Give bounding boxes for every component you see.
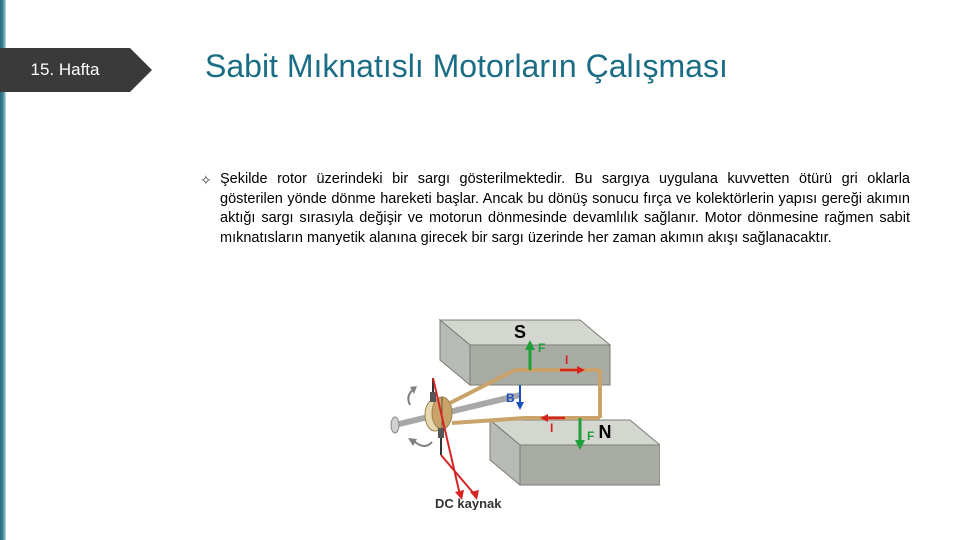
north-pole-magnet: N: [490, 420, 660, 485]
current-label-bottom: I: [550, 421, 553, 435]
current-label-top: I: [565, 353, 568, 367]
n-pole-label: N: [599, 422, 612, 442]
bullet-marker: ✧: [200, 172, 212, 189]
brushes: [430, 378, 479, 500]
week-tab: 15. Hafta: [0, 48, 130, 92]
s-pole-label: S: [514, 322, 526, 342]
week-label: 15. Hafta: [31, 60, 100, 80]
slide: 15. Hafta Sabit Mıknatıslı Motorların Ça…: [0, 0, 960, 540]
body-paragraph: Şekilde rotor üzerindeki bir sargı göste…: [220, 170, 910, 248]
force-label-top: F: [538, 341, 545, 355]
south-pole-magnet: S: [440, 320, 610, 385]
dc-source-label: DC kaynak: [435, 496, 502, 510]
slide-title: Sabit Mıknatıslı Motorların Çalışması: [205, 48, 728, 85]
motor-diagram: S N: [380, 310, 660, 510]
force-label-bottom: F: [587, 429, 594, 443]
field-label: B: [506, 391, 515, 405]
